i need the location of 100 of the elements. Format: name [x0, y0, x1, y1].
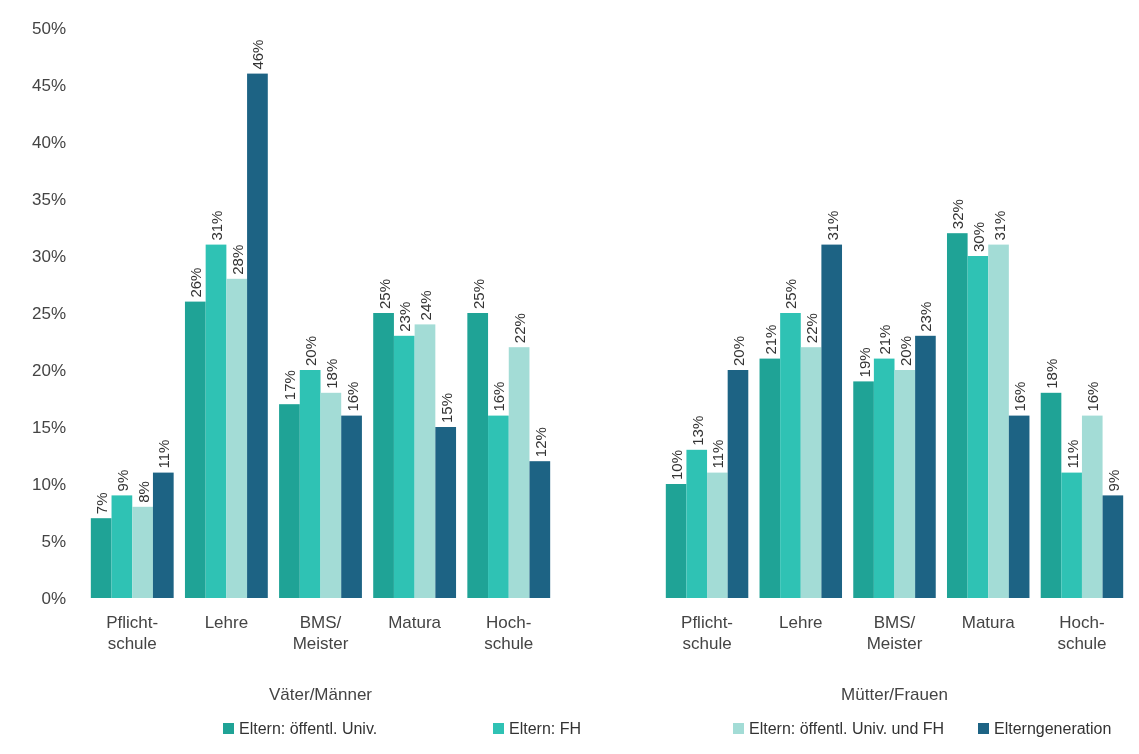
- bar: [414, 324, 436, 598]
- x-tick-label: Matura: [388, 613, 442, 632]
- bar: [1040, 392, 1062, 598]
- data-label: 26%: [187, 267, 205, 298]
- bar: [488, 415, 509, 598]
- data-label: 23%: [917, 301, 935, 332]
- bar: [467, 313, 489, 598]
- bar: [1008, 415, 1030, 598]
- bar: [373, 313, 394, 598]
- bar: [1102, 495, 1124, 598]
- bar: [90, 518, 112, 598]
- bar: [946, 233, 968, 598]
- data-label: 16%: [1084, 381, 1102, 412]
- data-label: 11%: [709, 439, 727, 469]
- bar: [727, 370, 749, 598]
- bar: [853, 381, 874, 598]
- x-tick-label: BMS/ Meister: [292, 613, 349, 653]
- data-label: 20%: [896, 335, 914, 366]
- bar: [341, 415, 362, 598]
- data-label: 32%: [949, 199, 967, 230]
- x-tick-label: Pflicht- schule: [681, 613, 734, 653]
- data-label: 7%: [93, 492, 111, 515]
- data-label: 19%: [855, 347, 873, 378]
- data-label: 25%: [375, 278, 393, 309]
- bar: [1061, 472, 1082, 598]
- y-tick-label: 25%: [31, 303, 66, 323]
- y-tick-label: 10%: [31, 474, 66, 494]
- x-tick-label: Hoch- schule: [1057, 613, 1107, 653]
- bar: [111, 495, 133, 598]
- bar: [800, 347, 822, 598]
- data-label: 46%: [249, 39, 267, 70]
- bar: [205, 244, 227, 598]
- bar: [132, 506, 153, 598]
- data-label: 23%: [396, 301, 414, 332]
- data-label: 9%: [113, 469, 131, 492]
- data-label: 22%: [511, 313, 529, 344]
- bar: [665, 484, 687, 598]
- data-label: 10%: [668, 449, 686, 480]
- data-label: 13%: [688, 415, 706, 446]
- data-label: 21%: [761, 324, 779, 355]
- data-label: 12%: [531, 427, 549, 458]
- y-tick-label: 40%: [31, 132, 66, 152]
- data-label: 8%: [134, 481, 152, 503]
- data-label: 16%: [343, 381, 361, 412]
- bar: [873, 358, 895, 598]
- data-label: 16%: [490, 381, 508, 412]
- x-tick-label: BMS/ Meister: [866, 613, 923, 653]
- data-label: 31%: [208, 210, 226, 241]
- bar: [686, 449, 708, 598]
- bar: [780, 313, 801, 598]
- legend-label: Elterngeneration: [994, 720, 1112, 737]
- data-label: 24%: [416, 290, 434, 321]
- bar: [299, 370, 321, 598]
- data-label: 25%: [782, 278, 800, 309]
- data-label: 17%: [281, 370, 299, 401]
- bar: [393, 335, 415, 598]
- data-label: 31%: [990, 210, 1008, 241]
- data-label: 22%: [803, 313, 821, 344]
- data-label: 20%: [302, 335, 320, 366]
- y-tick-label: 50%: [31, 18, 66, 38]
- legend-label: Eltern: öffentl. Univ. und FH: [749, 720, 945, 737]
- bar: [894, 370, 916, 598]
- bar: [529, 461, 551, 598]
- bar: [967, 256, 989, 598]
- y-tick-label: 45%: [31, 75, 66, 95]
- x-axis-title: Väter/Männer: [269, 685, 373, 704]
- data-label: 30%: [969, 221, 987, 252]
- legend-label: Eltern: FH: [509, 720, 582, 737]
- data-label: 16%: [1011, 381, 1029, 412]
- bar: [759, 358, 781, 598]
- data-label: 21%: [876, 324, 894, 355]
- bar: [320, 392, 342, 598]
- bar: [988, 244, 1009, 598]
- legend-label: Eltern: öffentl. Univ.: [239, 720, 378, 737]
- bar: [226, 278, 248, 598]
- data-label: 11%: [1063, 439, 1081, 469]
- y-tick-label: 30%: [31, 246, 66, 266]
- data-label: 28%: [228, 244, 246, 275]
- x-tick-label: Hoch- schule: [484, 613, 534, 653]
- bar: [821, 244, 843, 598]
- bar: [247, 73, 268, 598]
- x-tick-label: Matura: [961, 613, 1016, 632]
- data-label: 9%: [1104, 469, 1122, 492]
- x-axis-title: Mütter/Frauen: [841, 685, 948, 704]
- data-label: 18%: [322, 358, 340, 389]
- data-label: 25%: [469, 278, 487, 309]
- y-tick-label: 35%: [31, 189, 66, 209]
- data-label: 31%: [823, 210, 841, 241]
- bar: [508, 347, 530, 598]
- x-tick-label: Pflicht- schule: [106, 613, 159, 653]
- data-label: 11%: [155, 439, 173, 469]
- x-tick-label: Lehre: [204, 613, 249, 632]
- bar: [184, 301, 206, 598]
- y-tick-label: 0%: [41, 588, 66, 608]
- bar: [1081, 415, 1103, 598]
- y-tick-label: 15%: [31, 417, 66, 437]
- data-label: 18%: [1043, 358, 1061, 389]
- bar: [152, 472, 174, 598]
- bar: [435, 427, 457, 598]
- y-tick-label: 20%: [31, 360, 66, 380]
